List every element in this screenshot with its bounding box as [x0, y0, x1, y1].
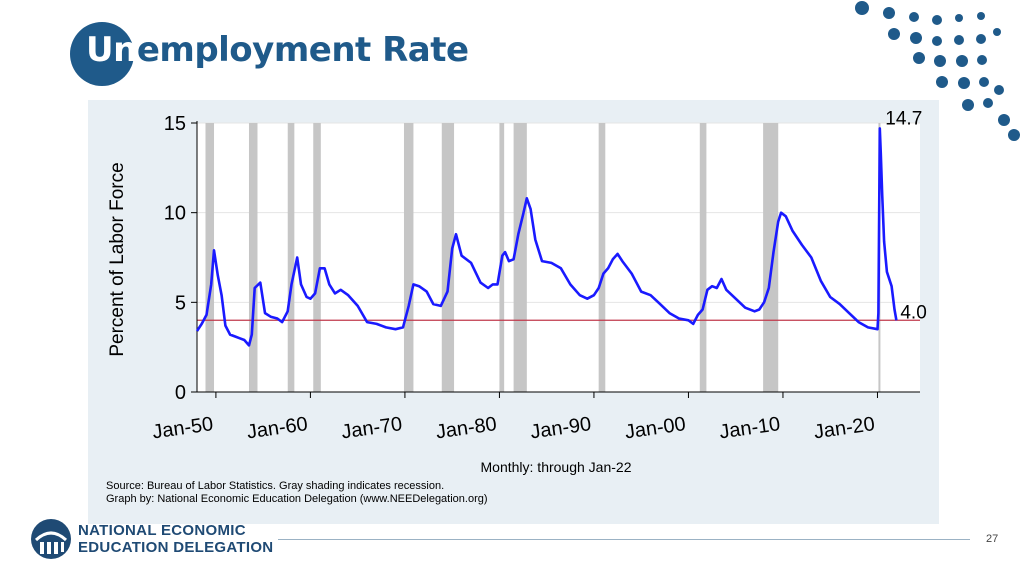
x-tick-label: Jan-80	[435, 413, 499, 443]
org-name-line2: EDUCATION DELEGATION	[78, 539, 274, 556]
x-axis-label: Monthly: through Jan-22	[481, 459, 632, 475]
recession-band	[598, 123, 606, 392]
decor-dot	[976, 34, 986, 44]
decor-dot	[936, 76, 948, 88]
recession-band	[441, 123, 455, 392]
chart-panel: 0 5 10 15 Jan-50 Jan-60 Jan-70 Jan-80 Jan-90 Jan-…	[88, 100, 939, 524]
source-note: Graph by: National Economic Education De…	[106, 493, 488, 505]
decor-dot	[934, 55, 946, 67]
data-annotation-label: 4.0	[900, 302, 926, 323]
decor-dot	[962, 99, 974, 111]
x-tick-label: Jan-70	[340, 413, 404, 443]
recession-band	[513, 123, 527, 392]
decor-dot	[932, 15, 942, 25]
source-note: Source: Bureau of Labor Statistics. Gray…	[106, 480, 444, 492]
recession-band	[763, 123, 779, 392]
decor-dot	[993, 28, 1001, 36]
page-number: 27	[986, 533, 999, 545]
recession-band	[403, 123, 414, 392]
x-tick-label: Jan-00	[624, 413, 688, 443]
decor-dot	[910, 32, 922, 44]
x-tick-label: Jan-20	[813, 413, 877, 443]
decor-dot	[956, 55, 968, 67]
decor-dot	[977, 12, 985, 20]
unemployment-series-line	[195, 127, 898, 347]
x-tick-label: Jan-50	[151, 413, 215, 443]
decor-dot	[932, 36, 942, 46]
decor-dot	[994, 85, 1004, 95]
recession-band	[699, 123, 707, 392]
y-tick-label: 10	[164, 203, 186, 225]
decor-dot	[955, 14, 963, 22]
y-tick-label: 15	[164, 113, 186, 135]
recession-band	[248, 123, 258, 392]
recession-band	[313, 123, 321, 392]
decor-dot	[909, 12, 919, 22]
decorative-dot-pattern	[855, 1, 1020, 141]
unemployment-line-chart: 0 5 10 15 Jan-50 Jan-60 Jan-70 Jan-80 Jan-90 Jan-…	[106, 108, 927, 505]
org-name-line1: NATIONAL ECONOMIC	[78, 522, 246, 539]
x-tick-label: Jan-10	[718, 413, 782, 443]
decor-dot	[883, 7, 895, 19]
decor-dot	[888, 28, 900, 40]
decor-dot	[958, 77, 970, 89]
y-tick-label: 0	[175, 382, 186, 404]
decor-dot	[998, 114, 1010, 126]
decor-dot	[954, 35, 964, 45]
recession-band	[205, 123, 215, 392]
recession-band	[287, 123, 295, 392]
page-title: Unemployment Rate	[86, 30, 469, 70]
footer-divider	[278, 539, 970, 540]
x-tick-label: Jan-90	[529, 413, 593, 443]
data-annotation-label: 14.7	[885, 108, 922, 129]
decor-dot	[983, 98, 993, 108]
nee-logo-icon	[31, 519, 71, 559]
decor-dot	[913, 52, 925, 64]
decor-dot	[855, 1, 869, 15]
y-tick-label: 5	[175, 292, 186, 314]
y-axis-label: Percent of Labor Force	[107, 162, 128, 356]
decor-dot	[1008, 129, 1020, 141]
decor-dot	[979, 77, 989, 87]
x-tick-label: Jan-60	[245, 413, 309, 443]
decor-dot	[977, 55, 987, 65]
title-accent-circle	[70, 22, 134, 86]
